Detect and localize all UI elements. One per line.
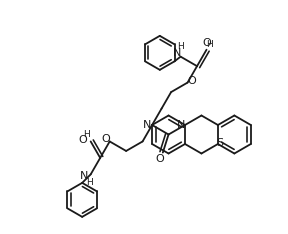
Text: N: N: [79, 171, 88, 181]
Text: O: O: [78, 135, 87, 146]
Text: S: S: [216, 138, 223, 148]
Text: H: H: [86, 178, 93, 187]
Text: H: H: [206, 40, 213, 49]
Text: O: O: [156, 154, 164, 164]
Text: O: O: [202, 38, 211, 48]
Text: H: H: [83, 130, 90, 139]
Text: O: O: [187, 76, 196, 86]
Text: H: H: [177, 42, 184, 51]
Text: N: N: [173, 48, 181, 58]
Text: N: N: [177, 120, 185, 130]
Text: O: O: [101, 135, 110, 144]
Text: N: N: [143, 120, 151, 130]
